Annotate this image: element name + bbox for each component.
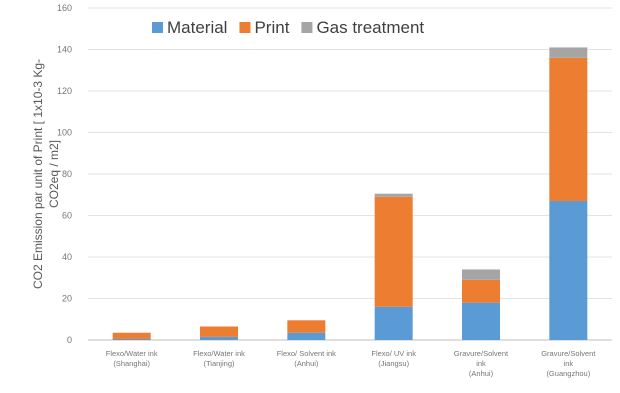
bar-print-4 xyxy=(374,196,413,307)
legend-label-print: Print xyxy=(254,18,289,37)
bar-material-1 xyxy=(112,338,151,340)
y-tick-label-140: 140 xyxy=(57,45,72,55)
bar-material-6 xyxy=(549,200,588,340)
x-category-label-1: Flexo/Water ink (Shanghai) xyxy=(106,349,158,368)
bar-print-1 xyxy=(112,332,151,339)
bar-print-5 xyxy=(462,279,500,303)
x-category-label-6: Gravure/Solvent ink (Guangzhou) xyxy=(541,349,596,378)
y-axis-label: CO2 Emission par unit of Print [ 1x10-3 … xyxy=(31,59,61,289)
legend-swatch-gas-treatment xyxy=(301,22,313,33)
bar-print-2 xyxy=(200,326,238,337)
bar-material-2 xyxy=(200,336,238,340)
bar-material-3 xyxy=(287,332,326,340)
y-tick-label-0: 0 xyxy=(67,335,72,345)
y-tick-label-20: 20 xyxy=(62,294,72,304)
bar-print-3 xyxy=(287,320,326,333)
bar-gas-treatment-4 xyxy=(374,193,413,197)
legend-label-material: Material xyxy=(167,18,227,37)
bar-material-5 xyxy=(462,302,500,340)
x-category-label-4: Flexo/ UV ink (Jiangsu) xyxy=(371,349,416,368)
bars xyxy=(112,47,588,340)
y-tick-label-40: 40 xyxy=(62,252,72,262)
y-tick-label-160: 160 xyxy=(57,3,72,13)
y-tick-label-80: 80 xyxy=(62,169,72,179)
y-tick-label-120: 120 xyxy=(57,86,72,96)
legend: Material Print Gas treatment xyxy=(152,18,424,37)
y-tick-label-60: 60 xyxy=(62,211,72,221)
x-axis-categories: Flexo/Water ink (Shanghai) Flexo/Water ink… xyxy=(106,349,597,378)
y-tick-label-100: 100 xyxy=(57,128,72,138)
bar-gas-treatment-6 xyxy=(549,47,588,58)
legend-label-gas-treatment: Gas treatment xyxy=(316,18,424,37)
bar-material-4 xyxy=(374,306,413,340)
legend-swatch-print xyxy=(239,22,251,33)
x-category-label-5: Gravure/Solvent ink (Anhui) xyxy=(454,349,509,378)
bar-print-6 xyxy=(549,57,588,201)
bar-gas-treatment-5 xyxy=(462,269,500,280)
x-category-label-2: Flexo/Water ink (Tianjing) xyxy=(193,349,245,368)
y-axis-ticks: 0 20 40 60 80 100 120 140 160 xyxy=(57,3,72,345)
x-category-label-3: Flexo/ Solvent ink (Anhui) xyxy=(277,349,336,368)
gridlines xyxy=(88,7,612,341)
legend-swatch-material xyxy=(152,22,163,33)
